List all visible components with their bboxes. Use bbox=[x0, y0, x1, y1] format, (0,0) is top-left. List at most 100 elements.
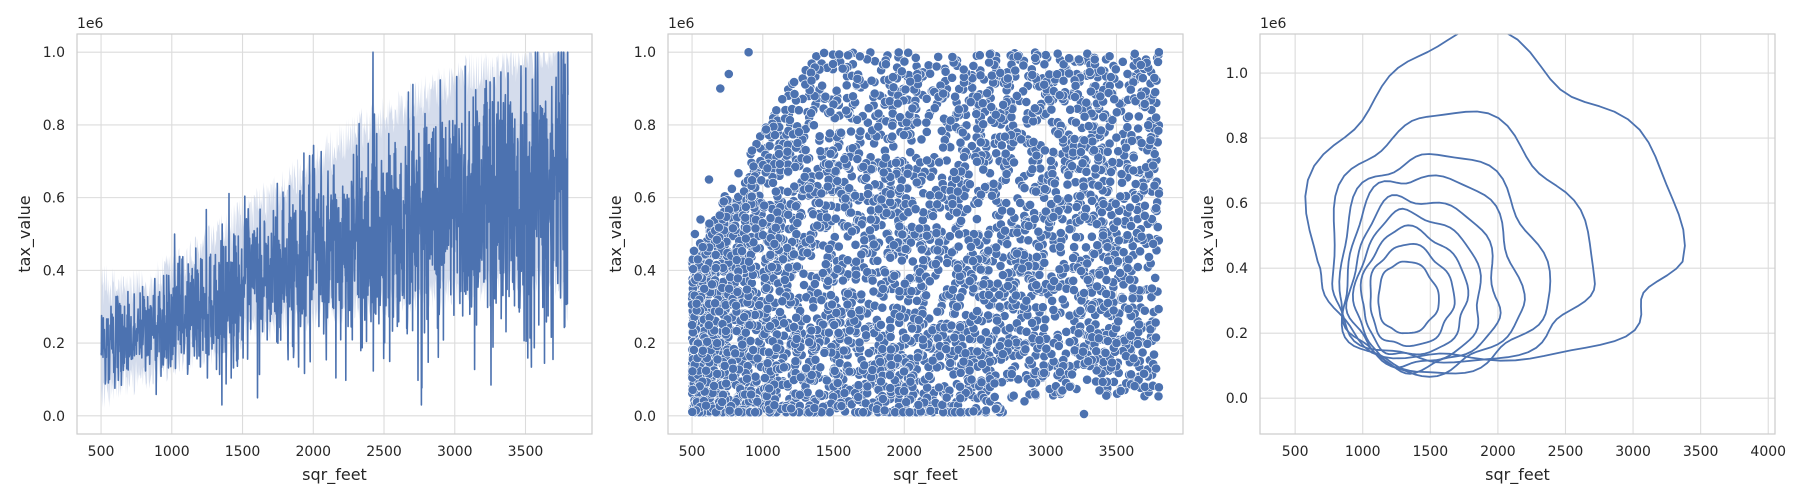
scatter-point bbox=[825, 148, 836, 159]
series-line bbox=[100, 51, 569, 406]
scatter-point bbox=[900, 244, 911, 254]
scatter-point bbox=[750, 371, 761, 382]
scatter-point bbox=[1006, 206, 1016, 217]
scatter-point bbox=[955, 137, 966, 148]
scatter-point bbox=[1047, 295, 1057, 306]
scatter-point bbox=[973, 197, 984, 208]
scatter-point bbox=[1012, 248, 1022, 259]
x-tick-label: 1500 bbox=[225, 444, 261, 460]
scatter-point bbox=[1067, 369, 1077, 380]
scatter-point bbox=[731, 255, 742, 265]
scatter-point bbox=[1003, 338, 1014, 349]
x-ticks: 500 1000 1500 2000 2500 3000 3500 bbox=[88, 444, 544, 460]
scatter-point bbox=[819, 347, 830, 358]
scatter-point bbox=[978, 164, 989, 175]
scatter-point bbox=[1027, 317, 1037, 328]
scatter-point bbox=[928, 211, 938, 221]
scatter-point bbox=[1136, 90, 1146, 101]
scatter-point bbox=[876, 376, 886, 387]
scatter-point bbox=[1023, 235, 1034, 246]
scatter-point bbox=[885, 322, 896, 333]
scatter-point bbox=[1139, 305, 1150, 316]
scatter-point bbox=[712, 234, 722, 245]
scatter-point bbox=[1055, 228, 1066, 238]
scatter-point bbox=[752, 396, 763, 407]
scatter-point bbox=[745, 335, 756, 346]
scatter-point bbox=[1104, 138, 1115, 149]
scatter-point bbox=[859, 235, 870, 246]
scatter-point bbox=[765, 213, 776, 223]
scatter-point bbox=[955, 367, 966, 378]
scatter-point bbox=[934, 351, 945, 361]
scatter-point bbox=[771, 186, 781, 197]
x-axis-label: sqr_feet bbox=[1485, 465, 1550, 485]
scatter-point bbox=[703, 320, 714, 331]
scatter-point bbox=[910, 204, 921, 214]
scatter-point bbox=[1039, 183, 1050, 194]
scatter-point bbox=[1065, 104, 1076, 115]
scatter-point bbox=[852, 73, 863, 84]
scatter-point bbox=[976, 189, 986, 200]
scatter-point bbox=[1102, 242, 1113, 252]
x-axis-label: sqr_feet bbox=[893, 465, 958, 485]
scatter-point bbox=[728, 223, 738, 234]
scatter-point bbox=[1110, 64, 1121, 75]
scatter-point bbox=[949, 332, 960, 343]
scatter-point bbox=[1105, 176, 1116, 187]
scatter-point bbox=[828, 59, 838, 69]
scatter-point bbox=[710, 249, 721, 260]
scatter-point bbox=[1121, 142, 1131, 153]
scatter-point bbox=[783, 209, 794, 220]
plot-frame bbox=[76, 33, 593, 435]
scatter-point bbox=[1055, 241, 1065, 252]
scatter-point bbox=[747, 145, 757, 156]
scatter-point bbox=[861, 173, 871, 183]
scatter-point bbox=[1116, 169, 1127, 179]
scatter-point bbox=[830, 166, 841, 177]
scatter-point bbox=[1126, 369, 1136, 380]
y-tick-label: 0.4 bbox=[1226, 261, 1248, 277]
scatter-point bbox=[976, 334, 986, 345]
scatter-point bbox=[837, 63, 848, 74]
scatter-point bbox=[1153, 304, 1164, 314]
scatter-point bbox=[743, 47, 754, 58]
scatter-point bbox=[931, 228, 942, 238]
scatter-point bbox=[812, 220, 823, 231]
scatter-point bbox=[1115, 385, 1126, 396]
scatter-point bbox=[924, 276, 935, 287]
scatter-point bbox=[972, 214, 982, 224]
scatter-point bbox=[947, 52, 958, 62]
scatter-point bbox=[1086, 86, 1096, 97]
scatter-point bbox=[1001, 198, 1012, 208]
scatter-point bbox=[834, 49, 845, 60]
x-tick-label: 1500 bbox=[1412, 444, 1448, 460]
y-tick-label: 0.6 bbox=[43, 191, 65, 207]
scatter-point bbox=[900, 84, 911, 95]
scatter-point bbox=[989, 378, 1000, 389]
scatter-point bbox=[1021, 97, 1032, 107]
y-ticks: 0.0 0.2 0.4 0.6 0.8 1.0 bbox=[634, 45, 656, 425]
scatter-point bbox=[875, 356, 886, 367]
scatter-point bbox=[1040, 145, 1050, 156]
scatter-point bbox=[969, 229, 979, 239]
scatter-point bbox=[1125, 330, 1136, 341]
scatter-point bbox=[1139, 99, 1150, 109]
scatter-point bbox=[752, 353, 763, 364]
x-tick-label: 500 bbox=[88, 444, 115, 460]
scatter-point bbox=[953, 263, 963, 274]
scatter-point bbox=[907, 256, 918, 267]
x-tick-label: 3000 bbox=[1028, 444, 1064, 460]
contour-level bbox=[1338, 153, 1552, 375]
scatter-point bbox=[1041, 206, 1051, 217]
scatter-point bbox=[1134, 319, 1145, 330]
scatter-point bbox=[978, 119, 989, 130]
grid bbox=[1260, 34, 1775, 434]
scatter-point bbox=[786, 403, 796, 414]
scatter-point bbox=[955, 407, 966, 418]
scatter-point bbox=[906, 286, 917, 297]
scatter-point bbox=[843, 288, 853, 299]
scatter-point bbox=[1128, 152, 1139, 163]
scatter-point bbox=[712, 354, 723, 365]
scatter-point bbox=[830, 213, 841, 224]
